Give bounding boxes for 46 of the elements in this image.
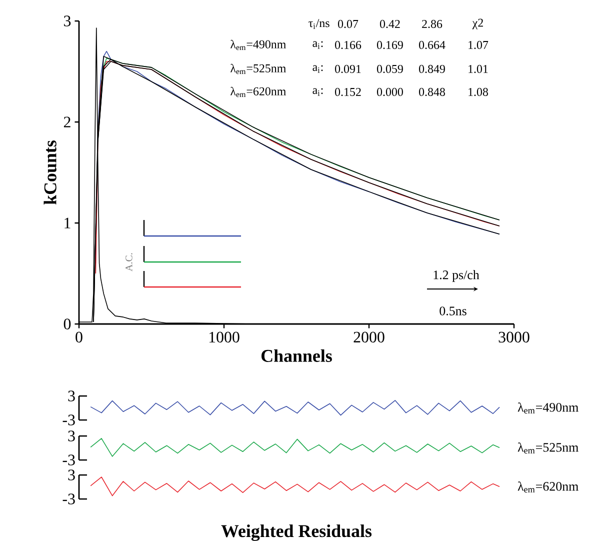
annotation: 0.848 xyxy=(419,88,445,96)
annotation: 0.42 xyxy=(380,20,400,28)
annotation: χ2 xyxy=(472,18,483,30)
annotation: 0.152 xyxy=(335,88,361,96)
annotation: a$_{i}$: xyxy=(312,88,323,96)
annotation: 2.86 xyxy=(422,20,442,28)
annotation: a$_{i}$: xyxy=(312,65,323,73)
x-axis-title: Channels xyxy=(262,349,332,362)
y-tick-label: 3 xyxy=(68,390,75,402)
y-tick-label: 0 xyxy=(64,318,71,330)
x-tick-label: 2000 xyxy=(354,332,384,343)
annotation: 0.664 xyxy=(419,40,446,50)
x-tick-label: 3000 xyxy=(498,332,530,343)
annotation: A.C. xyxy=(126,253,132,272)
annotation: λ$_{em}$=620nm xyxy=(230,86,286,98)
x-tick-label: 0 xyxy=(76,332,82,343)
y-tick-label: 1 xyxy=(64,218,70,228)
annotation: 0.166 xyxy=(335,40,362,50)
annotation: τ$_{i}$/ns xyxy=(308,19,330,29)
y-tick-label: 3 xyxy=(68,470,75,480)
annotation: 0.000 xyxy=(376,88,403,96)
annotation: 0.169 xyxy=(376,40,403,50)
y-tick-label: -3 xyxy=(62,454,75,466)
annotation: 0.849 xyxy=(419,64,445,74)
x-tick-label: 1000 xyxy=(209,332,240,343)
y-tick-label: 3 xyxy=(64,16,71,26)
annotation: a$_{i}$: xyxy=(312,41,323,49)
annotation: λ$_{em}$=490nm xyxy=(230,40,286,50)
series-label: λ$_{em}$=490nm xyxy=(518,402,578,414)
x-axis-title: Weighted Residuals xyxy=(221,524,372,541)
annotation: 0.059 xyxy=(376,64,403,74)
y-tick-label: -3 xyxy=(62,494,75,504)
annotation: 0.07 xyxy=(338,20,358,28)
y-tick-label: 2 xyxy=(64,116,70,128)
y-axis-title: kCounts xyxy=(44,140,56,204)
annotation: 1.08 xyxy=(468,88,488,96)
annotation: λ$_{em}$=525nm xyxy=(230,64,286,74)
series-label: λ$_{em}$=525nm xyxy=(518,442,578,454)
annotation: 0.5ns xyxy=(440,306,466,316)
annotation: 0.091 xyxy=(335,64,361,74)
y-tick-label: -3 xyxy=(62,414,75,426)
annotation: 1.01 xyxy=(468,64,488,74)
y-tick-label: 3 xyxy=(68,430,75,442)
annotation: 1.07 xyxy=(468,40,488,50)
series-label: λ$_{em}$=620nm xyxy=(518,481,578,493)
annotation: 1.2 ps/ch xyxy=(434,270,480,282)
